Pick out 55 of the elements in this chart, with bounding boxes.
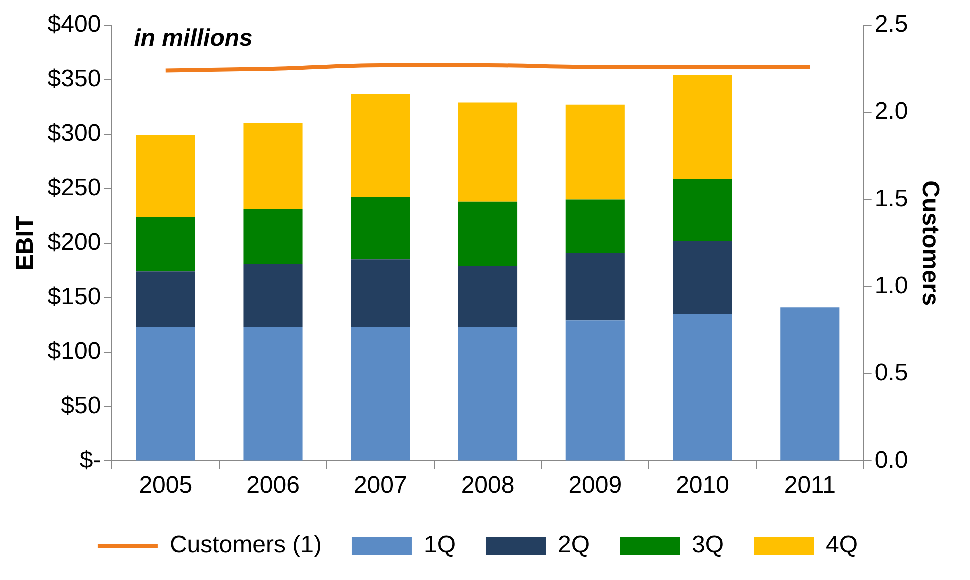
annotation: in millions xyxy=(134,25,253,52)
bar xyxy=(351,198,410,260)
bar xyxy=(351,327,410,461)
bar xyxy=(136,217,196,272)
y-tick-label: $- xyxy=(80,446,102,474)
y-tick-label: $400 xyxy=(48,11,102,38)
y-tick-label: $200 xyxy=(48,228,102,256)
x-tick-label: 2007 xyxy=(354,472,408,500)
legend-label: 4Q xyxy=(826,532,858,559)
bar xyxy=(673,241,732,314)
y2-tick-label: 0.0 xyxy=(874,446,908,474)
x-tick-label: 2006 xyxy=(246,472,300,500)
bar xyxy=(458,327,518,461)
bar xyxy=(673,179,732,242)
bar xyxy=(136,135,196,218)
bar xyxy=(244,123,303,210)
bar xyxy=(136,327,196,461)
y2-tick-label: 2.0 xyxy=(874,98,908,126)
bar xyxy=(566,200,625,254)
bar xyxy=(351,94,410,198)
y2-tick-label: 1.0 xyxy=(874,272,908,300)
y-tick-label: $250 xyxy=(48,174,102,202)
bar xyxy=(673,314,732,461)
y-tick-label: $150 xyxy=(48,283,102,310)
legend-label: 1Q xyxy=(424,532,456,559)
bar xyxy=(673,76,732,180)
bar xyxy=(351,260,410,328)
bar xyxy=(244,264,303,328)
y2-tick-label: 0.5 xyxy=(874,360,908,387)
bar xyxy=(566,253,625,321)
y2-tick-label: 1.5 xyxy=(874,185,908,212)
bar xyxy=(566,320,625,461)
x-tick-label: 2011 xyxy=(784,472,836,500)
legend-label: 2Q xyxy=(558,532,590,559)
y2-axis-title: Customers xyxy=(916,180,944,306)
bar xyxy=(780,308,840,461)
x-tick-label: 2010 xyxy=(676,472,730,500)
legend-label: 3Q xyxy=(692,532,724,559)
bar xyxy=(566,104,625,200)
x-tick-label: 2009 xyxy=(568,472,622,500)
bar xyxy=(458,102,518,202)
x-tick-label: 2005 xyxy=(139,472,193,500)
bar xyxy=(458,202,518,266)
x-tick-label: 2008 xyxy=(461,472,515,500)
y2-tick-label: 2.5 xyxy=(874,11,908,38)
y-tick-label: $350 xyxy=(48,66,102,92)
y-axis-title: EBIT xyxy=(12,216,40,271)
y-tick-label: $100 xyxy=(48,338,102,365)
y-tick-label: $50 xyxy=(61,392,102,420)
bar xyxy=(244,210,303,264)
bar xyxy=(136,272,196,328)
bar xyxy=(244,327,303,461)
legend-label: Customers (1) xyxy=(170,532,322,559)
bar xyxy=(458,266,518,328)
y-tick-label: $300 xyxy=(48,120,102,147)
